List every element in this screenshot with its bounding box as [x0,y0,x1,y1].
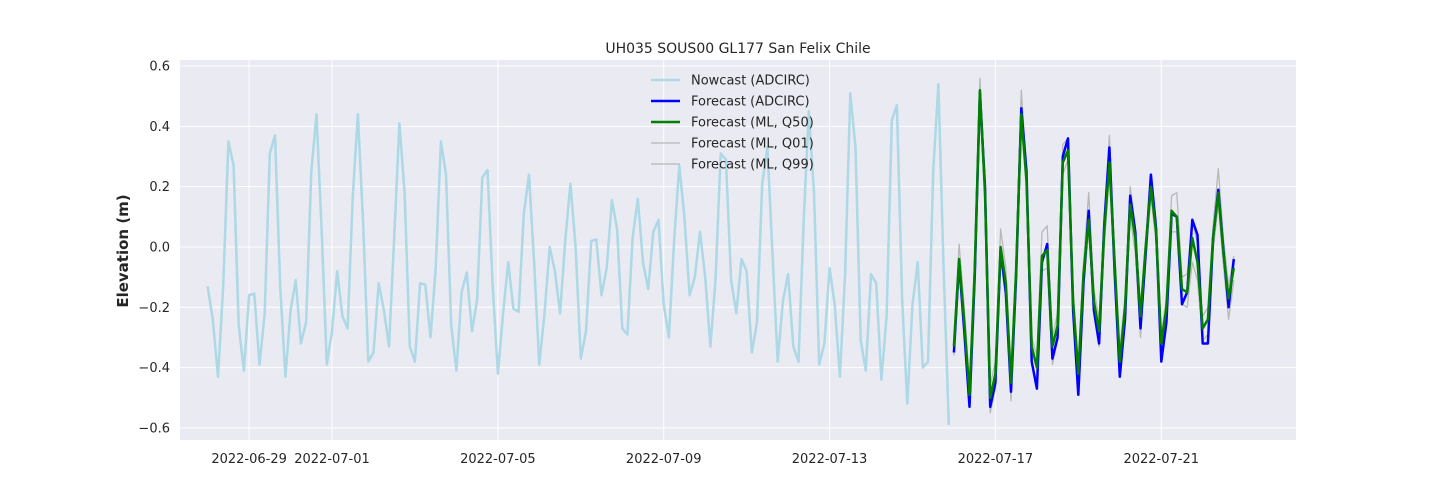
y-tick-label: 0.6 [149,60,170,75]
legend-label: Nowcast (ADCIRC) [691,74,810,89]
legend-label: Forecast (ML, Q01) [691,137,814,152]
series-lines [206,77,1236,425]
y-tick-label: −0.6 [138,421,170,436]
y-tick-labels: −0.6 −0.4 −0.2 0.0 0.2 0.4 0.6 [138,60,170,437]
plot-area [180,60,1296,440]
y-tick-label: 0.2 [149,180,170,195]
legend-label: Forecast (ADCIRC) [691,95,810,110]
x-tick-labels: 2022-06-29 2022-07-01 2022-07-05 2022-07-09… [211,452,1199,467]
legend-entry-nowcast-adcirc: Nowcast (ADCIRC) [651,74,810,89]
forecast-ml-q50-line [952,88,1236,400]
x-tick-label: 2022-07-13 [792,452,868,467]
y-tick-label: −0.4 [138,361,170,376]
legend-entry-forecast-ml-q50: Forecast (ML, Q50) [651,116,814,131]
legend-label: Forecast (ML, Q50) [691,116,814,131]
x-tick-label: 2022-07-17 [958,452,1034,467]
x-tick-label: 2022-07-05 [460,452,536,467]
y-tick-label: −0.2 [138,301,170,316]
x-tick-label: 2022-07-09 [626,452,702,467]
x-tick-label: 2022-06-29 [211,452,287,467]
legend: Nowcast (ADCIRC) Forecast (ADCIRC) Forecas… [651,74,814,173]
legend-entry-forecast-ml-q01: Forecast (ML, Q01) [651,137,814,152]
nowcast-adcirc-line [206,82,951,425]
grid-lines [180,60,1296,440]
chart-title: UH035 SOUS00 GL177 San Felix Chile [605,41,870,57]
y-tick-label: 0.4 [149,120,170,135]
legend-entry-forecast-adcirc: Forecast (ADCIRC) [651,95,810,110]
legend-entry-forecast-ml-q99: Forecast (ML, Q99) [651,158,814,173]
x-tick-label: 2022-07-21 [1123,452,1199,467]
legend-label: Forecast (ML, Q99) [691,158,814,173]
y-axis-label: Elevation (m) [114,194,132,307]
y-tick-label: 0.0 [149,240,170,255]
x-tick-label: 2022-07-01 [294,452,370,467]
